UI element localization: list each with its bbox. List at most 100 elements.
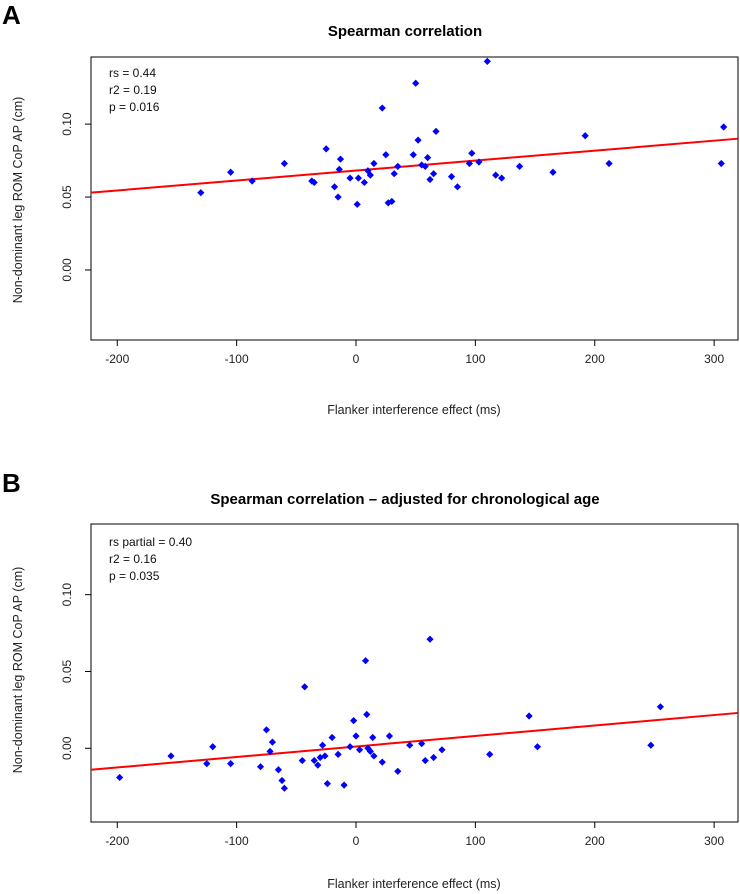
x-tick-label: 100 — [465, 834, 485, 848]
data-point — [301, 683, 309, 691]
data-point — [412, 79, 420, 87]
data-point — [549, 168, 557, 176]
stat-rs-partial: rs partial = 0.40 — [109, 535, 192, 549]
x-tick-label: -100 — [225, 834, 249, 848]
fit-line — [90, 711, 739, 771]
y-tick-label: 0.00 — [60, 736, 74, 760]
data-point — [352, 732, 360, 740]
data-point — [167, 752, 175, 760]
x-axis-ticks: -200 -100 0 100 200 300 — [105, 340, 724, 366]
data-point — [355, 746, 364, 754]
data-point — [354, 174, 362, 182]
stat-p: p = 0.016 — [109, 100, 160, 114]
y-axis-label: Non-dominant leg ROM CoP AP (cm) — [11, 97, 25, 304]
data-point — [414, 136, 422, 144]
data-point — [335, 165, 343, 173]
data-point — [453, 183, 462, 191]
data-point — [424, 154, 432, 162]
data-point — [388, 197, 396, 206]
x-tick-label: 0 — [353, 834, 360, 848]
data-point — [316, 753, 324, 762]
x-tick-label: -200 — [105, 352, 129, 366]
data-point — [717, 159, 725, 168]
x-tick-label: 200 — [585, 834, 605, 848]
data-point — [432, 127, 440, 135]
data-point — [209, 743, 217, 751]
data-point — [409, 151, 417, 159]
chart-title: Spearman correlation — [328, 23, 482, 40]
data-point — [298, 756, 306, 765]
data-point — [475, 158, 483, 166]
chart-title: Spearman correlation – adjusted for chro… — [210, 491, 599, 508]
plot-frame — [90, 56, 739, 341]
y-axis-ticks: 0.00 0.05 0.10 — [60, 583, 91, 760]
panel-label: B — [2, 468, 21, 498]
data-point — [278, 776, 286, 785]
data-point — [360, 178, 368, 187]
data-point — [384, 199, 392, 207]
y-tick-label: 0.05 — [60, 185, 74, 209]
data-point — [336, 155, 345, 163]
data-point — [366, 747, 374, 755]
data-point — [266, 747, 274, 755]
data-point — [382, 151, 390, 159]
data-point — [227, 168, 235, 176]
data-point — [486, 750, 494, 759]
stat-r2: r2 = 0.19 — [109, 83, 157, 97]
data-point — [378, 758, 386, 766]
stats-annotations: rs = 0.44 r2 = 0.19 p = 0.016 — [109, 66, 160, 114]
data-point — [421, 162, 429, 171]
data-point — [280, 784, 288, 792]
data-point — [322, 145, 330, 153]
data-point — [334, 750, 342, 759]
y-axis-ticks: 0.00 0.05 0.10 — [60, 112, 91, 282]
data-point — [340, 781, 348, 789]
data-point — [515, 162, 524, 171]
data-point — [533, 743, 542, 751]
y-axis-label: Non-dominant leg ROM CoP AP (cm) — [11, 567, 25, 774]
x-tick-label: 100 — [465, 352, 485, 366]
data-point — [421, 756, 429, 765]
data-point — [310, 178, 318, 187]
data-point — [369, 733, 377, 742]
data-point — [492, 171, 500, 179]
fit-line-group — [90, 137, 739, 194]
x-axis-label: Flanker interference effect (ms) — [327, 403, 500, 417]
stats-annotations: rs partial = 0.40 r2 = 0.16 p = 0.035 — [109, 535, 192, 583]
data-point — [406, 741, 414, 749]
data-point — [498, 174, 506, 182]
data-point — [370, 752, 378, 760]
data-point — [378, 104, 386, 112]
x-axis-ticks: -200 -100 0 100 200 300 — [105, 822, 724, 848]
data-point — [227, 760, 235, 768]
data-point — [321, 752, 329, 760]
data-point — [370, 159, 378, 168]
data-point — [274, 766, 283, 774]
data-point — [394, 767, 402, 775]
stat-rs: rs = 0.44 — [109, 66, 156, 80]
data-point — [581, 132, 589, 140]
data-point — [363, 710, 371, 719]
x-tick-label: 0 — [353, 352, 360, 366]
data-point — [605, 159, 613, 168]
data-point — [268, 738, 277, 746]
data-point — [656, 703, 665, 711]
data-point — [323, 779, 331, 788]
x-tick-label: -200 — [105, 834, 129, 848]
data-point — [350, 717, 358, 725]
data-point — [394, 162, 402, 171]
data-points — [116, 635, 665, 792]
data-point — [328, 733, 336, 742]
data-point — [426, 175, 434, 184]
data-point — [525, 712, 533, 720]
data-point — [353, 200, 361, 208]
data-point — [346, 743, 354, 751]
data-point — [483, 57, 491, 65]
data-point — [465, 159, 474, 168]
data-point — [334, 193, 342, 201]
data-point — [468, 149, 476, 157]
data-point — [361, 657, 370, 665]
data-point — [426, 635, 434, 643]
plot-frame — [90, 523, 739, 823]
